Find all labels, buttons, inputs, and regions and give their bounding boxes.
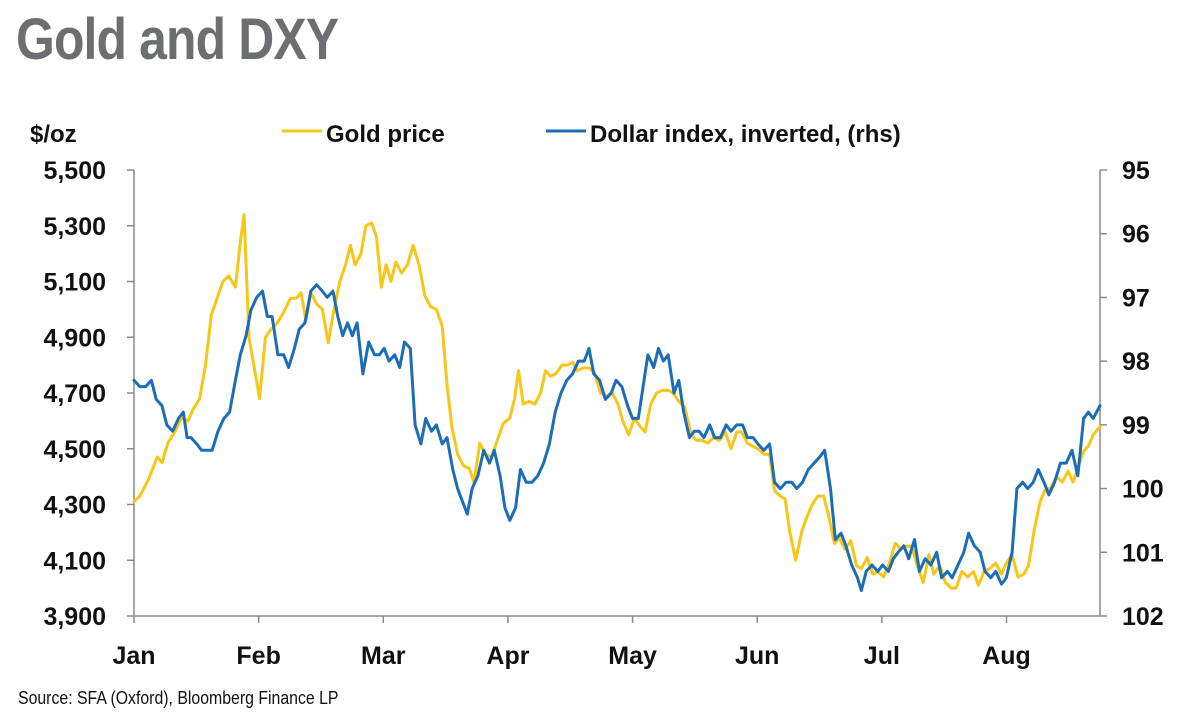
x-tick-label: Aug [982, 642, 1031, 670]
axes: 5,500 5,300 5,100 4,900 4,700 4,500 4,300 4,100… [43, 157, 1163, 670]
source-note: Source: SFA (Oxford), Bloomberg Finance … [18, 688, 339, 708]
x-tick-label: Apr [486, 642, 529, 670]
chart-title: Gold and DXY [16, 7, 339, 72]
left-tick-label: 5,300 [43, 213, 106, 241]
right-tick-label: 97 [1122, 284, 1150, 312]
right-tick-label: 96 [1122, 221, 1150, 249]
left-tick-label: 3,900 [43, 603, 106, 631]
left-tick-label: 4,700 [43, 380, 106, 408]
right-tick-label: 101 [1122, 539, 1164, 567]
legend-label-dxy: Dollar index, inverted, (rhs) [590, 121, 901, 148]
left-tick-label: 4,900 [43, 324, 106, 352]
x-tick-label: May [608, 642, 657, 670]
right-tick-label: 95 [1122, 157, 1150, 185]
left-tick-label: 5,500 [43, 157, 106, 185]
legend-label-gold: Gold price [326, 121, 445, 148]
series-line-dxy [132, 283, 1102, 592]
x-tick-label: Jul [864, 642, 900, 670]
right-tick-label: 102 [1122, 603, 1164, 631]
series-lines [132, 213, 1102, 592]
left-tick-label: 4,500 [43, 436, 106, 464]
right-tick-label: 98 [1122, 348, 1150, 376]
x-tick-label: Feb [236, 642, 280, 670]
x-tick-label: Jan [112, 642, 155, 670]
x-tick-label: Jun [735, 642, 779, 670]
series-line-gold [132, 213, 1102, 590]
left-tick-label: 4,300 [43, 492, 106, 520]
right-tick-label: 100 [1122, 476, 1164, 504]
left-axis-unit-label: $/oz [30, 121, 77, 148]
left-tick-label: 5,100 [43, 269, 106, 297]
left-tick-label: 4,100 [43, 547, 106, 575]
x-tick-label: Mar [361, 642, 406, 670]
legend: Gold price Dollar index, inverted, (rhs) [282, 121, 901, 148]
right-tick-label: 99 [1122, 412, 1150, 440]
